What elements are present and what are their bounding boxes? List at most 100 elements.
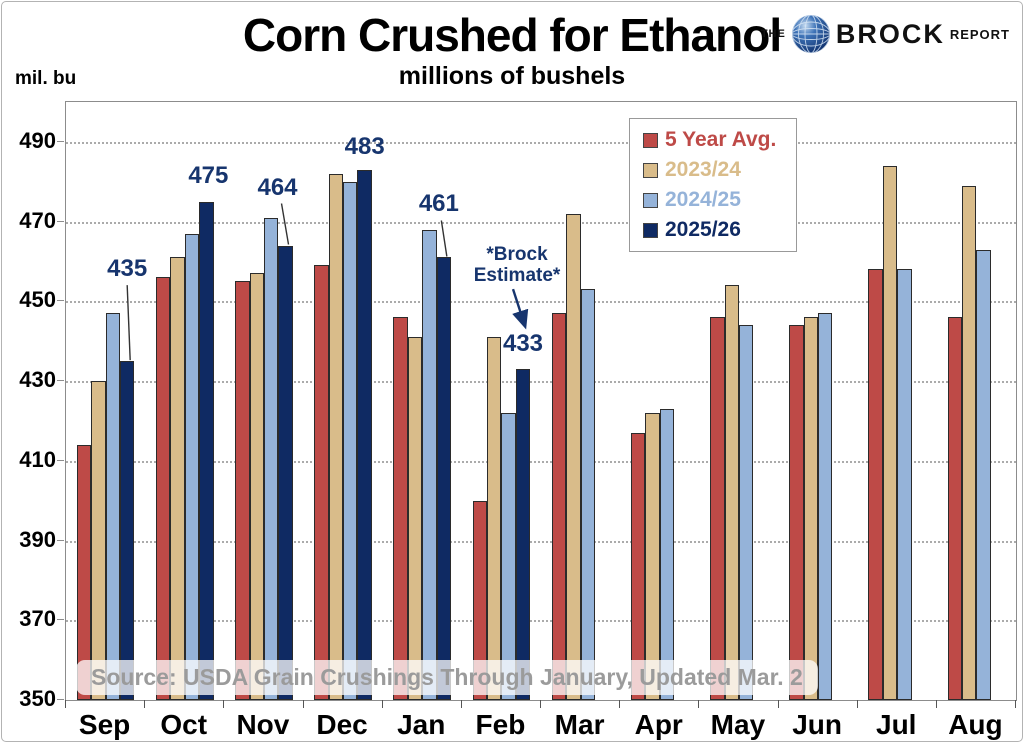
legend: 5 Year Avg. 2023/24 2024/25 2025/26 bbox=[629, 118, 797, 252]
annotation-nov-464: 464 bbox=[257, 173, 298, 201]
bar-feb-2025-26 bbox=[515, 369, 531, 700]
bar-may-2024-25 bbox=[738, 325, 754, 700]
y-axis-unit-label: mil. bu bbox=[15, 68, 77, 89]
legend-item-2023-24: 2023/24 bbox=[643, 158, 796, 182]
bar-nov-5-year-avg- bbox=[235, 281, 250, 700]
x-axis-tick bbox=[302, 700, 304, 708]
y-axis-label-450: 450 bbox=[19, 287, 56, 313]
gridline-390 bbox=[66, 540, 1016, 543]
bar-jun-2024-25 bbox=[818, 313, 833, 700]
x-axis-label-oct: Oct bbox=[160, 709, 208, 740]
x-axis-tick bbox=[223, 700, 225, 708]
bar-sep-2024-25 bbox=[105, 313, 120, 700]
bar-aug-2023-24 bbox=[962, 185, 977, 700]
bar-feb-5-year-avg- bbox=[472, 500, 487, 700]
bar-dec-2025-26 bbox=[357, 169, 372, 700]
bar-dec-2024-25 bbox=[343, 181, 358, 700]
x-axis-label-nov: Nov bbox=[236, 709, 290, 740]
legend-label: 2023/24 bbox=[665, 158, 741, 181]
gridline-370 bbox=[66, 620, 1016, 623]
x-axis-label-dec: Dec bbox=[316, 709, 368, 740]
legend-item-2024-25: 2024/25 bbox=[643, 188, 796, 212]
x-axis-tick bbox=[460, 700, 462, 708]
bar-apr-2024-25 bbox=[659, 408, 675, 700]
bar-sep-5-year-avg- bbox=[76, 444, 92, 700]
y-axis-label-430: 430 bbox=[19, 367, 56, 393]
x-axis-tick bbox=[856, 700, 858, 708]
x-axis-label-jun: Jun bbox=[792, 709, 842, 740]
bar-jan-2023-24 bbox=[407, 337, 423, 700]
brock-estimate-note-line-2: Estimate* bbox=[473, 265, 561, 287]
bar-nov-2024-25 bbox=[263, 217, 279, 700]
bar-jan-2024-25 bbox=[422, 229, 437, 700]
logo-the-text: THE bbox=[760, 28, 786, 40]
bar-jul-2023-24 bbox=[882, 165, 898, 700]
bar-sep-2025-26 bbox=[119, 361, 135, 700]
x-axis-tick bbox=[381, 700, 383, 708]
y-axis-tick bbox=[57, 380, 64, 382]
source-note: Source: USDA Grain Crushings Through Jan… bbox=[76, 660, 818, 695]
y-axis-label-390: 390 bbox=[19, 526, 56, 552]
x-axis-label-jan: Jan bbox=[397, 709, 446, 740]
legend-item-2025-26: 2025/26 bbox=[643, 218, 796, 242]
brock-estimate-note-line-1: *Brock bbox=[486, 244, 548, 266]
bar-jul-2024-25 bbox=[897, 269, 912, 700]
brock-estimate-arrow bbox=[511, 288, 529, 330]
bar-jan-5-year-avg- bbox=[393, 317, 408, 700]
x-axis-label-aug: Aug bbox=[948, 709, 1003, 740]
leader-line-nov bbox=[280, 203, 290, 245]
bar-mar-2024-25 bbox=[580, 289, 595, 700]
bar-mar-2023-24 bbox=[566, 213, 581, 700]
x-axis-label-jul: Jul bbox=[876, 709, 917, 740]
legend-swatch bbox=[643, 192, 658, 208]
x-axis-tick bbox=[777, 700, 779, 708]
x-axis-tick bbox=[540, 700, 541, 708]
x-axis-label-apr: Apr bbox=[634, 709, 683, 740]
annotation-dec-483: 483 bbox=[344, 132, 385, 160]
plot-area: 435 475 464 483 461 433 *Brock Estimate* bbox=[65, 101, 1017, 701]
y-axis-tick bbox=[57, 140, 64, 142]
bar-nov-2023-24 bbox=[249, 273, 264, 700]
x-axis-tick bbox=[144, 700, 146, 708]
bar-aug-2024-25 bbox=[976, 249, 991, 700]
bar-apr-5-year-avg- bbox=[630, 432, 646, 700]
gridline-490 bbox=[66, 141, 1016, 144]
bar-jun-5-year-avg- bbox=[789, 325, 804, 700]
annotation-feb-433: 433 bbox=[502, 330, 544, 358]
y-axis-label-470: 470 bbox=[19, 207, 56, 233]
bar-jun-2023-24 bbox=[803, 317, 819, 700]
bar-oct-2023-24 bbox=[170, 257, 185, 700]
logo-brock-text: BROCK bbox=[835, 18, 945, 49]
legend-swatch bbox=[643, 162, 658, 178]
y-axis-label-410: 410 bbox=[19, 446, 56, 472]
y-axis-tick bbox=[57, 220, 64, 222]
bar-oct-2025-26 bbox=[199, 201, 214, 700]
legend-label: 2025/26 bbox=[665, 218, 741, 241]
y-axis-tick bbox=[57, 699, 64, 700]
legend-label: 5 Year Avg. bbox=[665, 128, 777, 151]
x-axis-tick bbox=[935, 700, 937, 708]
bar-feb-2023-24 bbox=[487, 337, 502, 700]
bar-may-5-year-avg- bbox=[710, 317, 725, 700]
bar-aug-5-year-avg- bbox=[947, 317, 962, 700]
leader-line-sep bbox=[126, 285, 131, 361]
gridline-430 bbox=[66, 381, 1016, 384]
bar-oct-2024-25 bbox=[184, 233, 200, 700]
chart-title: Corn Crushed for Ethanol bbox=[242, 9, 782, 61]
bar-dec-5-year-avg- bbox=[314, 265, 329, 700]
y-axis-tick bbox=[57, 459, 64, 461]
y-axis-label-490: 490 bbox=[19, 127, 56, 153]
bar-jul-5-year-avg- bbox=[868, 269, 883, 700]
x-axis-label-mar: Mar bbox=[554, 709, 605, 740]
gridline-470 bbox=[66, 221, 1016, 224]
legend-label: 2024/25 bbox=[665, 188, 741, 211]
gridline-410 bbox=[66, 460, 1016, 463]
x-axis-label-sep: Sep bbox=[78, 709, 131, 740]
x-axis-label-feb: Feb bbox=[475, 709, 526, 740]
chart-subtitle: millions of bushels bbox=[398, 62, 626, 90]
logo-report-text: REPORT bbox=[949, 26, 1010, 42]
x-axis-tick bbox=[65, 700, 66, 708]
bar-dec-2023-24 bbox=[328, 173, 344, 700]
x-axis-tick bbox=[619, 700, 621, 708]
bar-jan-2025-26 bbox=[436, 257, 452, 700]
